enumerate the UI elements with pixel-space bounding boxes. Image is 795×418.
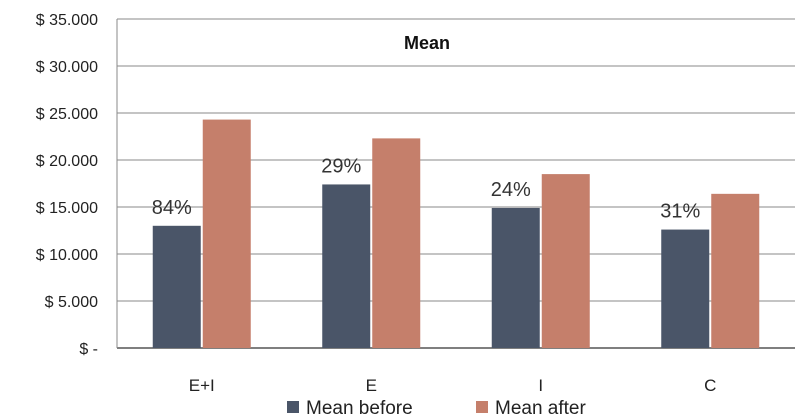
y-tick-label: $ 30.000: [36, 59, 98, 76]
chart-title: Mean: [404, 33, 450, 53]
x-category-label: E: [366, 376, 377, 395]
percent-change-label: 31%: [660, 201, 700, 223]
bar-mean-before: [661, 229, 710, 348]
legend-swatch: [287, 401, 299, 413]
legend: Mean before Mean after: [287, 398, 586, 418]
legend-swatch: [476, 401, 488, 413]
bar-mean-before: [322, 184, 371, 348]
y-tick-label: $ 5.000: [45, 294, 98, 311]
bar-mean-after: [711, 193, 760, 348]
y-tick-label: $ 10.000: [36, 247, 98, 264]
y-tick-label: $ 15.000: [36, 200, 98, 217]
y-tick-label: $ 35.000: [36, 12, 98, 29]
percent-change-label: 84%: [152, 197, 192, 219]
y-tick-label: $ 25.000: [36, 106, 98, 123]
percent-change-label: 29%: [321, 155, 361, 177]
x-category-label: I: [538, 376, 543, 395]
x-category-label: E+I: [189, 376, 215, 395]
legend-label: Mean before: [306, 398, 413, 418]
percent-labels: 84% 29% 24% 31%: [152, 155, 701, 222]
bar-mean-after: [202, 119, 251, 348]
x-category-label: C: [704, 376, 716, 395]
bar-mean-after: [372, 138, 421, 348]
y-axis-ticks: $ - $ 5.000 $ 10.000 $ 15.000 $ 20.000 $ 25.0…: [36, 12, 98, 358]
bar-mean-after: [541, 174, 590, 348]
legend-label: Mean after: [495, 398, 586, 418]
percent-change-label: 24%: [491, 179, 531, 201]
bars: [152, 119, 760, 348]
y-tick-label: $ 20.000: [36, 153, 98, 170]
x-axis-categories: E+I E I C: [189, 376, 717, 395]
bar-mean-before: [491, 207, 540, 348]
y-tick-label: $ -: [79, 341, 98, 358]
bar-mean-before: [152, 225, 201, 348]
